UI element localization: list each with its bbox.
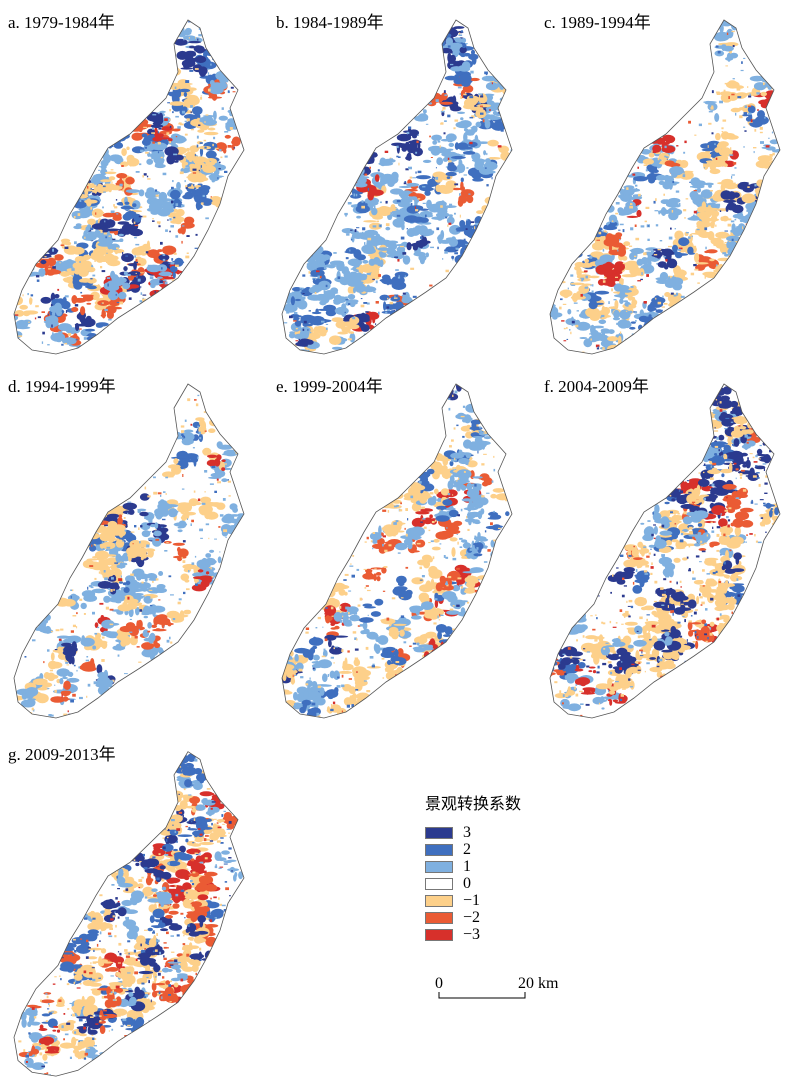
legend-item: 1: [425, 858, 521, 875]
panel-g-label: g. 2009-2013年: [8, 745, 116, 764]
panel-b: b. 1984-1989年: [276, 8, 526, 358]
panel-c: c. 1989-1994年: [544, 8, 794, 358]
legend-value: −3: [463, 925, 481, 943]
scale-start-label: 0: [435, 975, 443, 992]
legend-swatch-neg2: [425, 911, 453, 924]
panel-a-map: [13, 19, 245, 355]
panel-g-map: [13, 751, 245, 1077]
panel-e: e. 1999-2004年: [276, 372, 526, 722]
legend-item: 2: [425, 841, 521, 858]
legend-value: 2: [463, 840, 471, 858]
scale-bar-line: [438, 992, 526, 999]
legend-swatch-3: [425, 826, 453, 839]
panel-b-map: [281, 19, 513, 355]
panel-f-map: [549, 383, 781, 719]
watershed-boundary: [13, 19, 245, 355]
legend-item: −1: [425, 892, 521, 909]
panel-b-label: b. 1984-1989年: [276, 13, 384, 32]
landscape-patches: [14, 21, 244, 350]
legend-item: 3: [425, 824, 521, 841]
legend-value: −2: [463, 908, 481, 926]
panel-f: f. 2004-2009年: [544, 372, 794, 722]
legend-swatch-0: [425, 877, 453, 890]
scale-end-label: 20 km: [518, 975, 559, 992]
legend-value: 1: [463, 857, 471, 875]
legend-value: −1: [463, 891, 481, 909]
panel-e-label: e. 1999-2004年: [276, 377, 383, 396]
panel-a-label: a. 1979-1984年: [8, 13, 115, 32]
watershed-boundary: [281, 19, 513, 355]
legend-item: 0: [425, 875, 521, 892]
panel-a: a. 1979-1984年: [8, 8, 258, 358]
legend-swatch-1: [425, 860, 453, 873]
panel-d-map: [13, 383, 245, 719]
watershed-boundary: [13, 383, 245, 719]
legend: 景观转换系数 3 2 1 0 −1 −2 −3: [425, 790, 521, 943]
legend-value: 3: [463, 823, 471, 841]
panel-d: d. 1994-1999年: [8, 372, 258, 722]
watershed-boundary: [549, 383, 781, 719]
watershed-boundary: [13, 751, 245, 1077]
legend-item: −2: [425, 909, 521, 926]
legend-value: 0: [463, 874, 471, 892]
legend-swatch-neg3: [425, 928, 453, 941]
panel-c-label: c. 1989-1994年: [544, 13, 651, 32]
legend-swatch-neg1: [425, 894, 453, 907]
landscape-patches: [550, 386, 780, 717]
panel-e-map: [281, 383, 513, 719]
watershed-boundary: [281, 383, 513, 719]
panel-c-map: [549, 19, 781, 355]
legend-title: 景观转换系数: [425, 794, 522, 813]
landscape-patches: [18, 753, 244, 1076]
legend-item: −3: [425, 926, 521, 943]
landscape-patches: [14, 394, 244, 718]
watershed-boundary: [549, 19, 781, 355]
legend-swatch-2: [425, 843, 453, 856]
panel-d-label: d. 1994-1999年: [8, 377, 116, 396]
landscape-patches: [282, 384, 511, 718]
panel-f-label: f. 2004-2009年: [544, 377, 649, 396]
landscape-patches: [550, 20, 780, 354]
panel-g: g. 2009-2013年: [8, 740, 258, 1080]
scale-bar: 0 20 km: [435, 975, 559, 999]
landscape-patches: [282, 26, 512, 354]
